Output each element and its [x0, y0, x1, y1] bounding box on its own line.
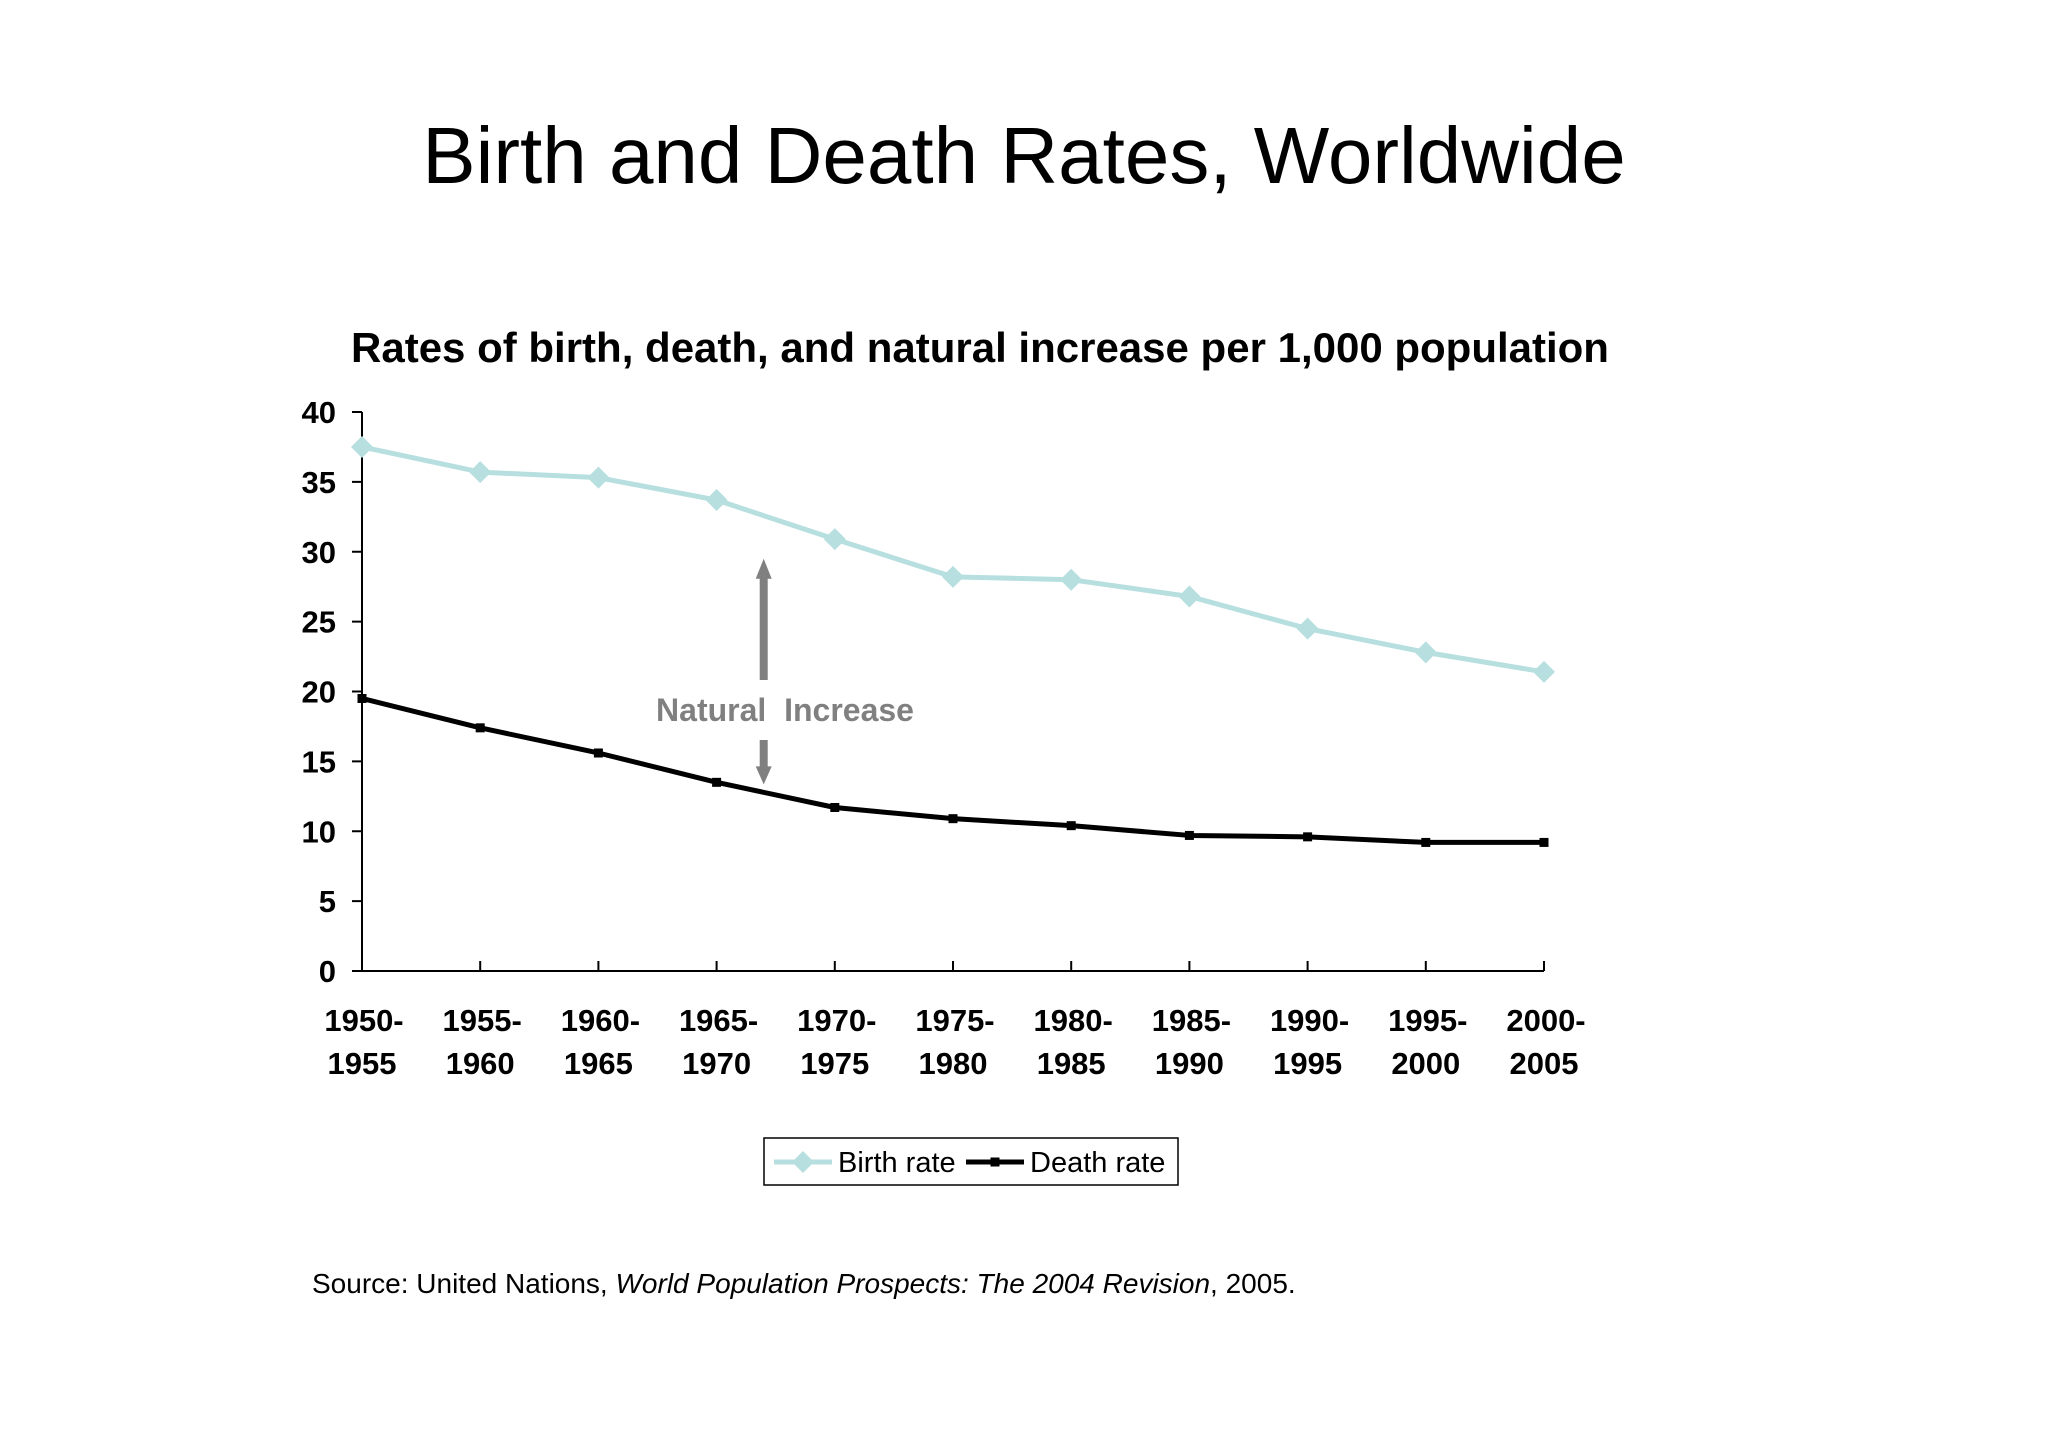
data-point: [1178, 585, 1201, 608]
data-point: [1184, 830, 1194, 840]
data-point: [475, 723, 485, 733]
chart-axes: 0 5 10 15 20 25 30 35 40 1950- 1955 1955- 1960 1960- 1…: [302, 395, 1586, 1081]
x-tick-label: 1955: [328, 1046, 397, 1081]
data-point: [823, 528, 846, 551]
x-tick-label: 1980-: [1034, 1003, 1113, 1038]
chart-legend: Birth rate Death rate: [763, 1137, 1179, 1186]
data-point: [830, 802, 840, 812]
x-tick-label: 1955-: [443, 1003, 522, 1038]
y-tick-label: 10: [302, 814, 336, 849]
data-point: [1060, 568, 1083, 591]
x-tick-label: 1995-: [1388, 1003, 1467, 1038]
legend-label: Birth rate: [838, 1147, 956, 1179]
y-tick-label: 35: [302, 465, 336, 500]
x-tick-label: 2005: [1510, 1046, 1579, 1081]
source-prefix: Source: United Nations,: [312, 1268, 616, 1299]
natural-increase-annotation: Natural Increase: [656, 558, 914, 785]
data-point: [712, 777, 722, 787]
y-tick-label: 0: [319, 954, 336, 989]
x-tick-label: 1985-: [1152, 1003, 1231, 1038]
y-tick-label: 25: [302, 605, 336, 640]
data-point: [1066, 821, 1076, 831]
data-point: [1303, 832, 1313, 842]
x-tick-label: 2000: [1391, 1046, 1460, 1081]
x-tick-label: 1990-: [1270, 1003, 1349, 1038]
x-tick-label: 1970: [682, 1046, 751, 1081]
x-tick-label: 1985: [1037, 1046, 1106, 1081]
series-death-rate: [357, 693, 1549, 847]
data-point: [1533, 660, 1555, 683]
x-tick-label: 1965-: [679, 1003, 758, 1038]
x-tick-label: 1970-: [797, 1003, 876, 1038]
data-point: [1421, 837, 1431, 847]
data-point: [1414, 641, 1437, 664]
y-tick-label: 40: [302, 395, 336, 430]
x-tick-label: 2000-: [1506, 1003, 1585, 1038]
x-tick-label: 1960-: [561, 1003, 640, 1038]
y-tick-label: 15: [302, 744, 336, 779]
annotation-label: Natural Increase: [656, 692, 914, 728]
x-tick-label: 1960: [446, 1046, 515, 1081]
x-tick-label: 1995: [1273, 1046, 1342, 1081]
x-tick-label: 1980: [919, 1046, 988, 1081]
data-point: [948, 814, 958, 824]
data-point: [942, 565, 964, 588]
x-tick-label: 1975: [800, 1046, 869, 1081]
x-tick-label: 1950-: [324, 1003, 403, 1038]
data-point: [705, 489, 728, 512]
y-tick-label: 5: [319, 884, 336, 919]
x-tick-label: 1965: [564, 1046, 633, 1081]
x-tick-label: 1990: [1155, 1046, 1224, 1081]
y-tick-label: 30: [302, 535, 336, 570]
data-point: [587, 466, 610, 489]
legend-swatch-marker: [792, 1151, 814, 1173]
chart-title: Rates of birth, death, and natural incre…: [351, 324, 1609, 371]
data-point: [1296, 617, 1319, 640]
page-title: Birth and Death Rates, Worldwide: [422, 111, 1626, 200]
data-point: [351, 435, 373, 458]
arrow-head-down: [755, 766, 772, 785]
x-tick-label: 1975-: [915, 1003, 994, 1038]
series-line: [361, 444, 1545, 675]
data-point: [357, 693, 367, 703]
arrow-head-up: [755, 558, 772, 579]
data-point: [593, 748, 603, 758]
legend-label: Death rate: [1030, 1147, 1165, 1179]
chart-series: [351, 435, 1555, 847]
legend-swatch-marker: [990, 1157, 1000, 1167]
y-tick-label: 20: [302, 675, 336, 710]
series-birth-rate: [351, 435, 1555, 683]
source-note: Source: United Nations, World Population…: [312, 1268, 1296, 1300]
data-point: [469, 461, 492, 484]
data-point: [1539, 837, 1549, 847]
source-suffix: , 2005.: [1210, 1268, 1296, 1299]
source-title: World Population Prospects: The 2004 Rev…: [615, 1268, 1211, 1299]
